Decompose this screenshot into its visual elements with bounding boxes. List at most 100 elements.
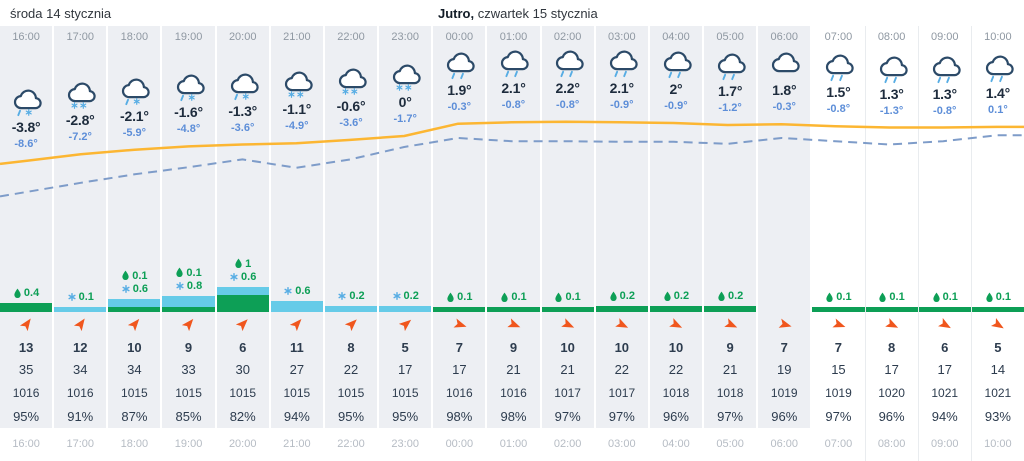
- raindrop-icon: [609, 291, 617, 301]
- hour-column-17:00[interactable]: 17:00 -2.8° -7.2° 0.1 12 34 1016 91% 17:…: [54, 26, 109, 461]
- temperature: -2.8°: [65, 112, 95, 129]
- precip-baseline: [487, 309, 540, 312]
- wind-direction-icon: [290, 318, 302, 331]
- hour-label-top: 21:00: [283, 31, 311, 43]
- precipitation-bars: [595, 306, 648, 312]
- hour-column-20:00[interactable]: 20:00 -1.3° -3.6° 1 0.6 6 30 1015 82% 20:…: [216, 26, 271, 461]
- hour-label-top: 02:00: [553, 31, 582, 43]
- wind-gust: 15: [831, 362, 846, 377]
- hour-column-18:00[interactable]: 18:00 -2.1° -5.9° 0.1 0.6 10 34 1015 87% …: [108, 26, 163, 461]
- temperature: 1.4°: [985, 84, 1011, 101]
- hour-column-03:00[interactable]: 03:00 2.1° -0.9° 0.2 10 22 1017 97% 03:0…: [595, 26, 650, 461]
- pressure: 1020: [878, 385, 905, 400]
- humidity: 94%: [931, 408, 958, 424]
- wind-gust: 27: [289, 362, 305, 377]
- precipitation-bars: [971, 307, 1024, 312]
- hour-column-16:00[interactable]: 16:00 -3.8° -8.6° 0.4 13 35 1016 95% 16:…: [0, 26, 55, 461]
- humidity: 94%: [283, 408, 310, 424]
- snow-bar: [162, 295, 215, 307]
- snow-amount-value: 0.6: [132, 282, 149, 295]
- rain-amount: 0.1: [554, 291, 581, 303]
- hour-label-top: 20:00: [228, 31, 257, 43]
- hour-column-10:00[interactable]: 10:00 1.4° 0.1° 0.1 5 14 1021 93% 10:00: [971, 26, 1024, 461]
- hour-column-04:00[interactable]: 04:00 2° -0.9° 0.2 10 22 1018 96% 04:00: [649, 26, 705, 461]
- raindrop-icon: [176, 267, 184, 278]
- temperature: -3.8°: [11, 118, 41, 135]
- hour-column-22:00[interactable]: 22:00 -0.6° -3.6° 0.2 8 22 1015 95% 22:0…: [324, 26, 380, 461]
- hour-column-00:00[interactable]: 00:00 1.9° -0.3° 0.1 7 17 1016 98% 00:00: [433, 26, 488, 461]
- wind-gust: 17: [397, 362, 413, 377]
- cloud-rain-icon: [978, 51, 1018, 84]
- sky-cell: 2° -0.9°: [650, 46, 702, 246]
- hour-column-05:00[interactable]: 05:00 1.7° -1.2° 0.2 9 21 1018 97% 05:00: [704, 26, 759, 461]
- wind-speed: 10: [127, 339, 142, 355]
- wind-direction-icon: [181, 318, 194, 331]
- sky-cell: -2.8° -7.2°: [54, 46, 106, 246]
- hour-label-bottom: 18:00: [108, 428, 161, 461]
- precip-baseline: [270, 309, 323, 312]
- snow-amount-value: 0.6: [295, 284, 311, 297]
- sky-cell: 1.8° -0.3°: [758, 46, 810, 246]
- hour-label-top: 07:00: [824, 31, 853, 43]
- wind-gust: 17: [452, 362, 467, 377]
- hour-column-08:00[interactable]: 08:00 1.3° -1.3° 0.1 8 17 1020 96% 08:00: [865, 26, 919, 461]
- hour-label-top: 23:00: [391, 31, 419, 43]
- precipitation-bars: [270, 300, 323, 312]
- snow-amount-value: 0.2: [403, 290, 419, 303]
- snow-bar: [108, 298, 161, 307]
- raindrop-icon: [555, 292, 563, 302]
- wind-direction-cell: [162, 312, 214, 336]
- feels-like-temperature: -4.8°: [176, 123, 201, 136]
- pressure: 1015: [229, 385, 257, 400]
- wind-direction-icon: [615, 317, 629, 328]
- day-label-tomorrow[interactable]: Jutro, czwartek 15 stycznia: [438, 6, 598, 21]
- temperature: 2.2°: [555, 80, 580, 96]
- hour-column-23:00[interactable]: 23:00 0° -1.7° 0.2 5 17 1015 95% 23:00: [379, 26, 434, 461]
- hour-column-09:00[interactable]: 09:00 1.3° -0.8° 0.1 6 17 1021 94% 09:00: [918, 26, 972, 461]
- hour-column-21:00[interactable]: 21:00 -1.1° -4.9° 0.6 11 27 1015 94% 21:…: [270, 26, 325, 461]
- rain-amount: 0.4: [13, 287, 39, 299]
- precipitation-cell: 0.1 0.8: [162, 246, 215, 312]
- sky-cell: -3.8° -8.6°: [0, 46, 52, 246]
- hour-column-02:00[interactable]: 02:00 2.2° -0.8° 0.1 10 21 1017 97% 02:0…: [541, 26, 596, 461]
- precipitation-bars: [162, 295, 215, 312]
- humidity: 98%: [446, 408, 473, 424]
- humidity: 96%: [771, 408, 798, 424]
- feels-like-temperature: -7.2°: [68, 131, 92, 144]
- cloud-snow-icon: [277, 67, 317, 100]
- hour-column-07:00[interactable]: 07:00 1.5° -0.8° 0.1 7 15 1019 97% 07:00: [812, 26, 866, 461]
- rain-amount: 0.2: [663, 290, 689, 302]
- rain-bar: [216, 295, 269, 309]
- wind-direction-cell: [108, 312, 160, 336]
- snowflake-icon: [284, 286, 292, 295]
- weather-condition: 1.7° -1.2°: [704, 49, 756, 114]
- precipitation-cell: 0.2: [649, 246, 703, 312]
- wind-speed: 7: [455, 339, 463, 355]
- humidity: 97%: [825, 408, 852, 424]
- feels-like-temperature: -1.3°: [879, 104, 904, 117]
- cloud-rain-icon: [925, 52, 965, 85]
- wind-direction-icon: [832, 317, 846, 327]
- rain-amount-value: 0.1: [942, 291, 958, 303]
- precip-baseline: [324, 309, 378, 312]
- humidity: 97%: [608, 408, 635, 424]
- precip-baseline: [595, 309, 648, 312]
- hour-column-01:00[interactable]: 01:00 2.1° -0.8° 0.1 9 21 1016 98% 01:00: [487, 26, 542, 461]
- hour-column-06:00[interactable]: 06:00 1.8° -0.3° 7 19 1019 96% 06:00: [758, 26, 813, 461]
- precipitation-cell: 1 0.6: [216, 246, 269, 312]
- precip-baseline: [918, 309, 971, 312]
- hour-label-top: 00:00: [445, 31, 474, 43]
- hour-label-top: 19:00: [174, 31, 203, 43]
- temperature: -0.6°: [336, 97, 366, 114]
- wind-direction-icon: [344, 318, 357, 331]
- rain-bar: [595, 306, 648, 309]
- raindrop-icon: [664, 291, 671, 301]
- precipitation-cell: 0.1: [487, 246, 540, 312]
- sky-cell: 2.2° -0.8°: [542, 46, 594, 246]
- day-label-today[interactable]: środa 14 stycznia: [10, 5, 112, 21]
- weather-condition: 1.3° -0.8°: [919, 52, 971, 117]
- hour-column-19:00[interactable]: 19:00 -1.6° -4.8° 0.1 0.8 9 33 1015 85% 1…: [162, 26, 217, 461]
- wind-direction-cell: [596, 312, 648, 336]
- temperature: -1.1°: [282, 101, 312, 118]
- wind-direction-icon: [991, 317, 1005, 328]
